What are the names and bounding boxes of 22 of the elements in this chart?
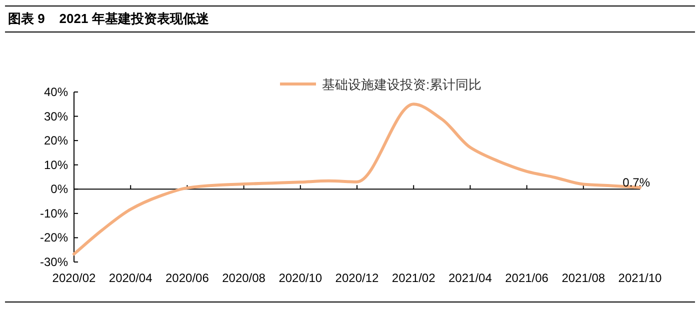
x-tick-label: 2020/12	[335, 271, 380, 285]
x-tick-label: 2021/04	[448, 271, 492, 285]
chart-title: 图表 9 2021 年基建投资表现低迷	[8, 11, 210, 26]
y-tick-label: -10%	[40, 206, 68, 220]
y-tick-label: -20%	[40, 230, 68, 245]
y-tick-label: 20%	[44, 134, 68, 148]
x-tick-label: 2020/08	[222, 271, 266, 285]
y-tick-label: 0%	[50, 182, 68, 196]
x-tick-label: 2021/08	[562, 271, 606, 285]
legend-label: 基础设施建设投资:累计同比	[322, 77, 482, 92]
x-tick-label: 2020/02	[52, 271, 96, 285]
y-tick-label: -30%	[40, 255, 68, 269]
data-label: 0.7%	[622, 175, 650, 190]
y-tick-label: 40%	[44, 85, 68, 99]
x-tick-label: 2020/10	[278, 271, 322, 285]
x-tick-label: 2021/02	[392, 271, 436, 285]
y-tick-label: 10%	[44, 158, 68, 172]
x-tick-label: 2020/06	[166, 271, 210, 285]
x-tick-label: 2020/04	[108, 271, 153, 285]
y-tick-label: 30%	[44, 109, 68, 124]
x-tick-label: 2021/10	[618, 271, 662, 285]
x-tick-label: 2021/06	[505, 271, 549, 285]
